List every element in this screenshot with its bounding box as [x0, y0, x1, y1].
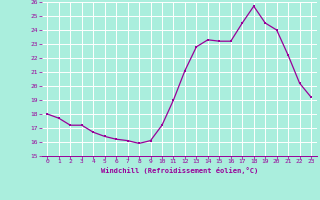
- X-axis label: Windchill (Refroidissement éolien,°C): Windchill (Refroidissement éolien,°C): [100, 167, 258, 174]
